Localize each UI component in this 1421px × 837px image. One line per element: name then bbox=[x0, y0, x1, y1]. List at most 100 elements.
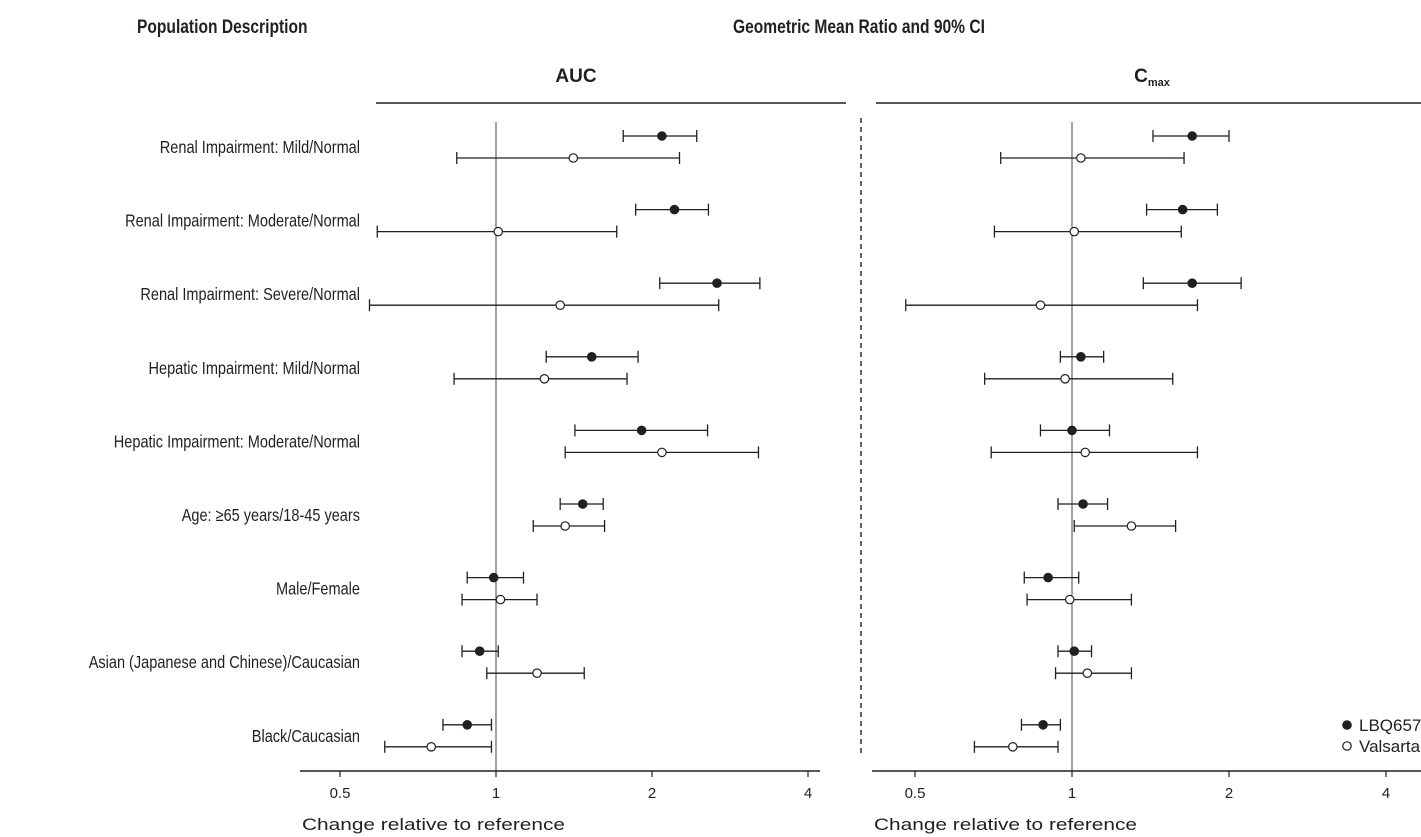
lbq657-ci-row bbox=[635, 203, 710, 216]
lbq657-ci-row bbox=[574, 424, 709, 437]
row-label: Hepatic Impairment: Moderate/Normal bbox=[114, 431, 360, 451]
valsartan-point bbox=[1064, 594, 1075, 605]
lbq657-point bbox=[657, 131, 667, 141]
valsartan-point bbox=[532, 668, 542, 678]
ratio-header: Geometric Mean Ratio and 90% CI bbox=[733, 17, 985, 38]
lbq657-ci-row bbox=[1152, 130, 1230, 142]
legend-valsartan-label: Valsartan bbox=[1359, 737, 1421, 756]
lbq657-ci-row bbox=[1039, 424, 1111, 437]
x-tick-label: 2 bbox=[648, 785, 656, 802]
lbq657-point bbox=[1069, 646, 1080, 656]
x-tick-label: 1 bbox=[492, 785, 500, 802]
x-tick-label: 4 bbox=[1382, 785, 1390, 802]
lbq657-ci-row bbox=[659, 277, 761, 290]
lbq657-point bbox=[586, 351, 597, 362]
valsartan-point bbox=[539, 373, 550, 384]
x-tick-label: 1 bbox=[1068, 785, 1076, 802]
valsartan-ci-row bbox=[905, 299, 1199, 312]
valsartan-point bbox=[1008, 741, 1018, 752]
lbq657-point bbox=[1187, 278, 1197, 288]
valsartan-ci-row bbox=[376, 225, 618, 238]
valsartan-ci-row bbox=[1000, 152, 1185, 164]
row-label: Renal Impairment: Moderate/Normal bbox=[125, 211, 360, 231]
lbq657-ci-row bbox=[545, 350, 639, 363]
x-tick-label: 0.5 bbox=[905, 785, 926, 802]
row-label: Asian (Japanese and Chinese)/Caucasian bbox=[89, 652, 360, 672]
lbq657-point bbox=[1177, 204, 1188, 215]
valsartan-ci-row bbox=[1026, 593, 1133, 606]
row-label: Hepatic Impairment: Mild/Normal bbox=[149, 358, 361, 378]
valsartan-point bbox=[1082, 668, 1093, 678]
legend-lbq657-label: LBQ657 bbox=[1359, 716, 1421, 735]
legend: LBQ657 Valsartan bbox=[1342, 716, 1421, 756]
valsartan-point bbox=[1126, 521, 1137, 531]
valsartan-point bbox=[1060, 373, 1070, 384]
valsartan-point bbox=[657, 447, 667, 458]
valsartan-point bbox=[1035, 300, 1046, 310]
valsartan-ci-row bbox=[983, 372, 1174, 385]
lbq657-ci-row bbox=[442, 718, 493, 731]
lbq657-point bbox=[712, 278, 722, 288]
lbq657-ci-row bbox=[1023, 571, 1080, 584]
lbq657-point bbox=[462, 719, 473, 730]
valsartan-point bbox=[1069, 226, 1080, 237]
lbq657-point bbox=[488, 572, 499, 583]
lbq657-point bbox=[577, 499, 588, 509]
x-axis-title: Change relative to reference bbox=[874, 816, 1137, 834]
valsartan-ci-row bbox=[993, 225, 1182, 238]
valsartan-point bbox=[426, 741, 437, 752]
valsartan-ci-row bbox=[564, 446, 760, 459]
valsartan-ci-row bbox=[990, 446, 1199, 459]
x-axis-title: Change relative to reference bbox=[302, 816, 565, 834]
valsartan-ci-row bbox=[461, 593, 538, 606]
valsartan-point bbox=[1080, 447, 1090, 458]
panel-title: AUC bbox=[555, 66, 596, 87]
lbq657-ci-row bbox=[1145, 203, 1219, 216]
valsartan-point bbox=[555, 300, 565, 310]
row-label: Male/Female bbox=[276, 579, 360, 599]
lbq657-ci-row bbox=[1059, 350, 1105, 363]
lbq657-point bbox=[1187, 131, 1197, 141]
lbq657-ci-row bbox=[1057, 645, 1093, 658]
lbq657-point bbox=[636, 425, 647, 436]
valsartan-ci-row bbox=[1073, 520, 1177, 532]
panel-title: Cmax bbox=[1134, 66, 1171, 89]
valsartan-ci-row bbox=[1054, 667, 1133, 680]
lbq657-ci-row bbox=[461, 645, 499, 658]
valsartan-ci-row bbox=[456, 152, 681, 164]
lbq657-ci-row bbox=[559, 498, 604, 510]
panel-title-subscript: max bbox=[1148, 77, 1171, 89]
row-label: Renal Impairment: Mild/Normal bbox=[160, 137, 360, 157]
valsartan-ci-row bbox=[973, 740, 1059, 753]
valsartan-point bbox=[1076, 153, 1086, 163]
legend-lbq657-marker bbox=[1342, 720, 1352, 730]
valsartan-ci-row bbox=[368, 299, 720, 312]
lbq657-ci-row bbox=[1142, 277, 1242, 290]
valsartan-point bbox=[493, 226, 504, 237]
lbq657-ci-row bbox=[622, 130, 698, 142]
population-header: Population Description bbox=[137, 17, 308, 38]
lbq657-ci-row bbox=[1057, 498, 1109, 510]
lbq657-point bbox=[1043, 572, 1053, 583]
valsartan-ci-row bbox=[384, 740, 493, 753]
valsartan-ci-row bbox=[486, 667, 585, 680]
valsartan-ci-row bbox=[453, 372, 628, 385]
lbq657-ci-row bbox=[1020, 718, 1062, 731]
lbq657-point bbox=[1067, 425, 1077, 436]
x-tick-label: 2 bbox=[1225, 785, 1233, 802]
lbq657-ci-row bbox=[466, 571, 525, 584]
row-label: Black/Caucasian bbox=[252, 726, 360, 746]
valsartan-point bbox=[560, 521, 571, 531]
lbq657-point bbox=[1038, 719, 1048, 730]
lbq657-point bbox=[1076, 351, 1086, 362]
row-label: Renal Impairment: Severe/Normal bbox=[140, 284, 360, 304]
row-label: Age: ≥65 years/18-45 years bbox=[182, 505, 360, 525]
valsartan-point bbox=[568, 153, 579, 163]
panel-cmax: Cmax 0.5 1 2 4 Change relative to reference bbox=[872, 66, 1421, 834]
valsartan-point bbox=[495, 594, 506, 605]
x-tick-label: 0.5 bbox=[330, 785, 351, 802]
x-tick-label: 4 bbox=[804, 785, 812, 802]
lbq657-point bbox=[474, 646, 485, 656]
lbq657-point bbox=[669, 204, 680, 215]
